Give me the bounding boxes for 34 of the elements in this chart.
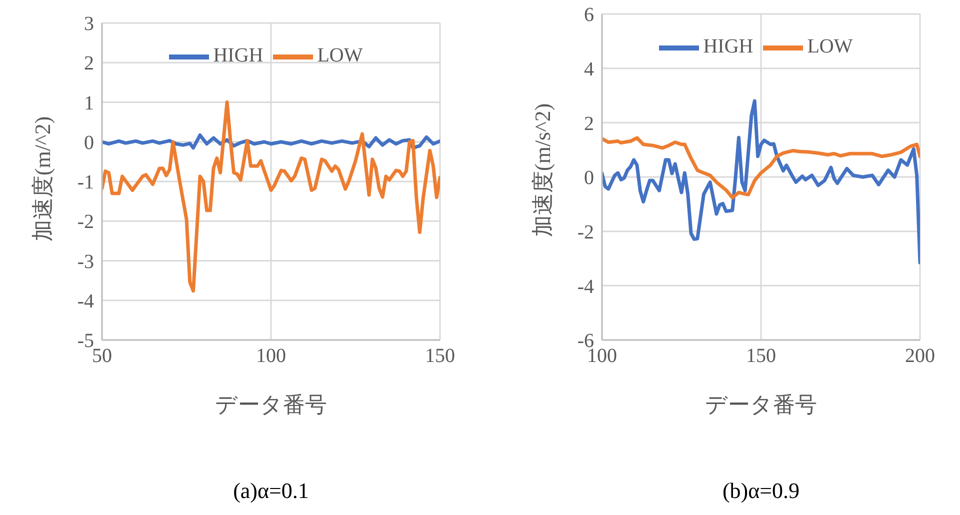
y-tick-label: -1 (77, 172, 94, 194)
x-axis-title: データ番号 (215, 392, 327, 417)
y-tick-label: 1 (84, 92, 94, 114)
y-tick-label: 0 (84, 132, 94, 154)
legend-label: HIGH (703, 36, 754, 58)
line-series (102, 100, 440, 293)
text: (b)α=0.9 (721, 478, 801, 504)
line-series (602, 99, 920, 264)
x-tick-label: 150 (746, 345, 776, 368)
y-tick-label: -2 (577, 221, 594, 244)
x-tick-label: 100 (256, 345, 286, 368)
y-tick-label: -5 (77, 330, 94, 352)
text: (a)α=0.1 (232, 478, 310, 504)
y-tick-label: -3 (77, 250, 94, 273)
x-tick-label: 200 (905, 345, 935, 368)
line-series (102, 133, 440, 150)
legend-label: LOW (317, 44, 363, 67)
x-tick-label: 150 (425, 345, 455, 368)
y-tick-label: -4 (577, 276, 594, 298)
x-axis-title: データ番号 (705, 392, 817, 417)
x-tick-label: 50 (92, 345, 112, 368)
y-tick-label: 6 (584, 4, 594, 26)
legend-label: HIGH (213, 44, 264, 67)
y-axis-title: 加速度(m/s^2) (530, 103, 555, 237)
y-tick-label: 3 (84, 13, 94, 36)
y-tick-label: -2 (77, 211, 94, 234)
y-tick-label: -4 (77, 290, 94, 312)
y-tick-label: 0 (584, 167, 594, 190)
line-series (602, 136, 920, 200)
y-tick-label: 4 (584, 58, 594, 80)
y-tick-label: 2 (584, 112, 594, 135)
y-tick-label: 2 (84, 52, 94, 75)
y-axis-title: 加速度(m/^2) (30, 116, 55, 242)
legend-label: LOW (807, 36, 853, 58)
